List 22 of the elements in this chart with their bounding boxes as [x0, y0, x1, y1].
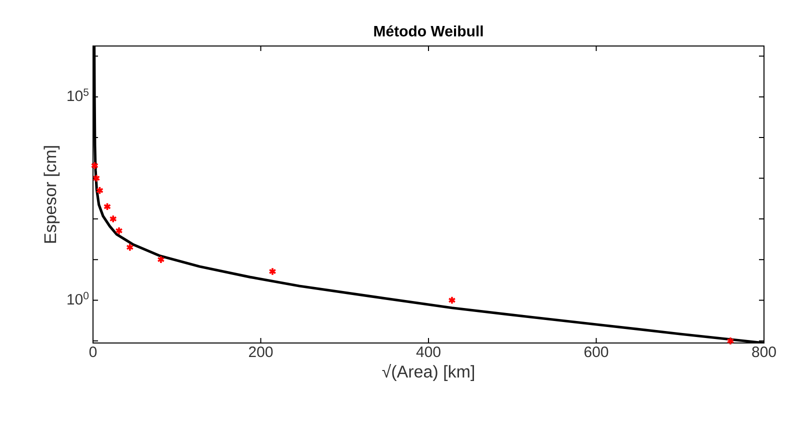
x-tick-label: 800: [752, 346, 776, 358]
point: [126, 243, 134, 252]
point: [103, 202, 112, 211]
point: [92, 174, 100, 183]
point: [90, 161, 99, 170]
y-tick-label: 10$^{5}$: [68, 88, 89, 102]
x-tick-label: 0: [89, 346, 97, 358]
point: [157, 255, 165, 264]
line-series: [93, 46, 764, 343]
point: [726, 336, 734, 346]
y-axis-title: Espesor [cm]: [44, 146, 60, 243]
point: [448, 296, 456, 305]
x-tick-label: 400: [416, 346, 440, 358]
point: [96, 186, 104, 195]
point: [115, 226, 123, 236]
x-tick-label: 600: [584, 346, 608, 358]
x-axis-title: √(Area) [km]: [382, 364, 474, 381]
point: [109, 214, 117, 224]
chart-title: Método Weibull: [374, 25, 483, 36]
y-tick-label: 10$^{0}$: [68, 292, 89, 305]
x-tick-label: 200: [248, 346, 273, 358]
point: [268, 267, 276, 276]
